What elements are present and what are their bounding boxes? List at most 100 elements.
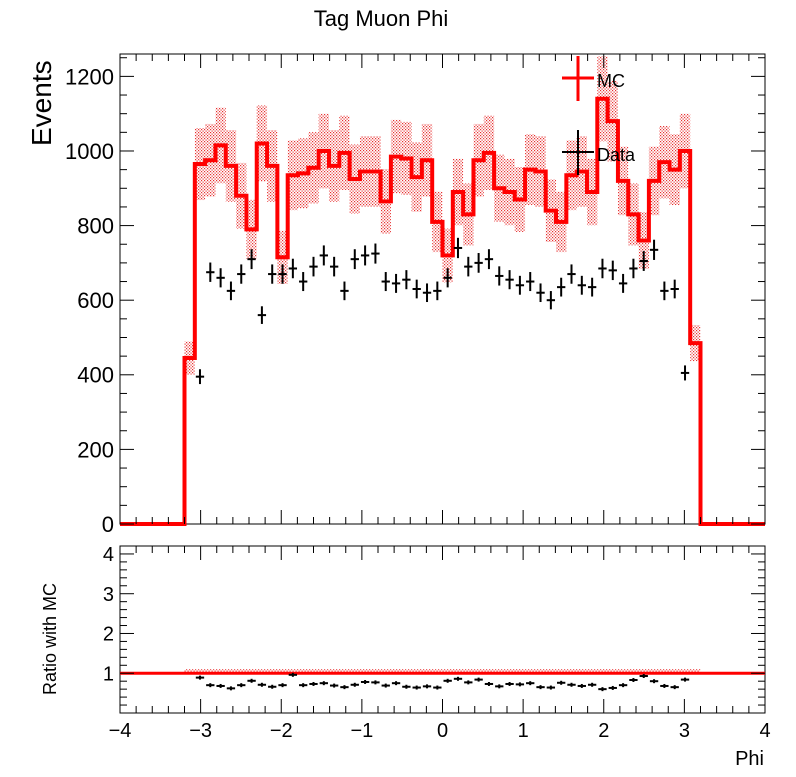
y-tick-label: 200 — [77, 437, 114, 462]
ratio-point — [237, 683, 246, 688]
data-point — [360, 245, 370, 266]
data-point — [278, 264, 287, 284]
data-point — [484, 249, 494, 270]
ratio-point — [360, 679, 370, 684]
data-point — [237, 264, 246, 284]
data-point — [464, 256, 473, 277]
data-point — [670, 279, 679, 299]
data-point — [412, 279, 421, 299]
ratio-point — [587, 682, 597, 687]
data-point — [598, 258, 607, 279]
legend-mc-marker — [562, 56, 594, 101]
y-tick-label: 1 — [103, 663, 114, 685]
data-point — [371, 243, 380, 264]
data-point — [309, 256, 318, 277]
ratio-point — [195, 675, 205, 680]
ratio-point — [226, 686, 236, 691]
ratio-point — [557, 680, 566, 685]
x-tick-label: −4 — [109, 720, 132, 742]
data-point — [567, 264, 576, 284]
data-point — [546, 291, 556, 310]
y-tick-label: 1000 — [65, 139, 114, 164]
data-point — [649, 239, 659, 260]
ratio-point — [247, 678, 256, 683]
data-point — [195, 369, 205, 385]
legend-data-marker — [562, 130, 594, 175]
data-point — [608, 260, 617, 281]
y-tick-label: 400 — [77, 363, 114, 388]
data-point — [422, 283, 432, 303]
ratio-point — [257, 682, 267, 687]
data-point — [639, 251, 648, 271]
y-tick-label: 800 — [77, 214, 114, 239]
ratio-point — [350, 682, 359, 687]
ratio-point — [371, 680, 380, 685]
x-tick-label: 2 — [598, 720, 609, 742]
data-point — [557, 277, 566, 297]
ratio-point — [422, 684, 432, 689]
ratio-point — [639, 674, 648, 679]
data-point — [577, 275, 586, 295]
top-x-axis — [119, 54, 766, 524]
ratio-point — [608, 685, 617, 690]
ratio-point — [515, 682, 525, 687]
legend-mc-label: MC — [597, 71, 625, 91]
ratio-point — [206, 683, 215, 688]
top-y-axis: 0 200 400 600 800 1000 1200 — [65, 57, 765, 537]
legend: MC Data — [562, 56, 636, 175]
ratio-point — [268, 684, 277, 689]
x-tick-label: −2 — [270, 720, 293, 742]
ratio-point — [412, 685, 421, 690]
ratio-point — [443, 678, 452, 683]
ratio-error-band — [184, 669, 701, 675]
ratio-point — [618, 683, 628, 688]
data-point — [526, 272, 535, 292]
ratio-point — [402, 684, 411, 689]
ratio-point — [474, 677, 483, 682]
ratio-point — [598, 687, 607, 692]
bottom-frame — [119, 545, 766, 714]
ratio-point — [329, 683, 339, 688]
mc-histogram-line — [120, 96, 765, 526]
legend-data-label: Data — [597, 145, 636, 165]
y-tick-label: 1200 — [65, 64, 114, 89]
ratio-point — [680, 677, 690, 682]
ratio-point — [629, 678, 638, 682]
ratio-point — [309, 681, 318, 686]
data-point — [319, 245, 328, 266]
y-tick-label: 0 — [102, 512, 114, 537]
ratio-point — [536, 685, 545, 690]
ratio-point — [546, 685, 556, 690]
ratio-point — [391, 681, 401, 686]
data-point — [391, 273, 401, 293]
bottom-y-label: Ratio with MC — [40, 583, 60, 695]
data-point — [505, 270, 514, 290]
ratio-point — [505, 681, 514, 686]
data-point — [536, 283, 545, 303]
data-point — [329, 256, 339, 277]
ratio-point — [670, 685, 679, 690]
mc-error-band — [184, 56, 701, 375]
x-tick-label: −1 — [350, 720, 373, 742]
ratio-point — [453, 676, 463, 681]
ratio-point — [381, 683, 390, 688]
bottom-x-axis: −4 −3 −2 −1 0 1 2 3 4 — [109, 546, 771, 742]
bottom-panel: 1 2 3 4 −4 −3 −2 −1 0 1 2 3 4 Ratio with MC Phi — [40, 544, 771, 770]
data-point — [216, 268, 225, 288]
data-point — [206, 262, 215, 282]
x-tick-label: −3 — [189, 720, 212, 742]
data-point — [226, 281, 236, 301]
ratio-point — [567, 682, 576, 687]
data-point — [515, 275, 525, 295]
top-y-label: Events — [26, 60, 57, 146]
ratio-point — [484, 681, 494, 686]
ratio-point — [577, 683, 586, 688]
data-point — [660, 281, 669, 301]
ratio-point — [660, 683, 669, 688]
y-tick-label: 600 — [77, 288, 114, 313]
data-point — [443, 268, 452, 288]
ratio-point — [216, 683, 225, 688]
ratio-point — [495, 684, 504, 689]
